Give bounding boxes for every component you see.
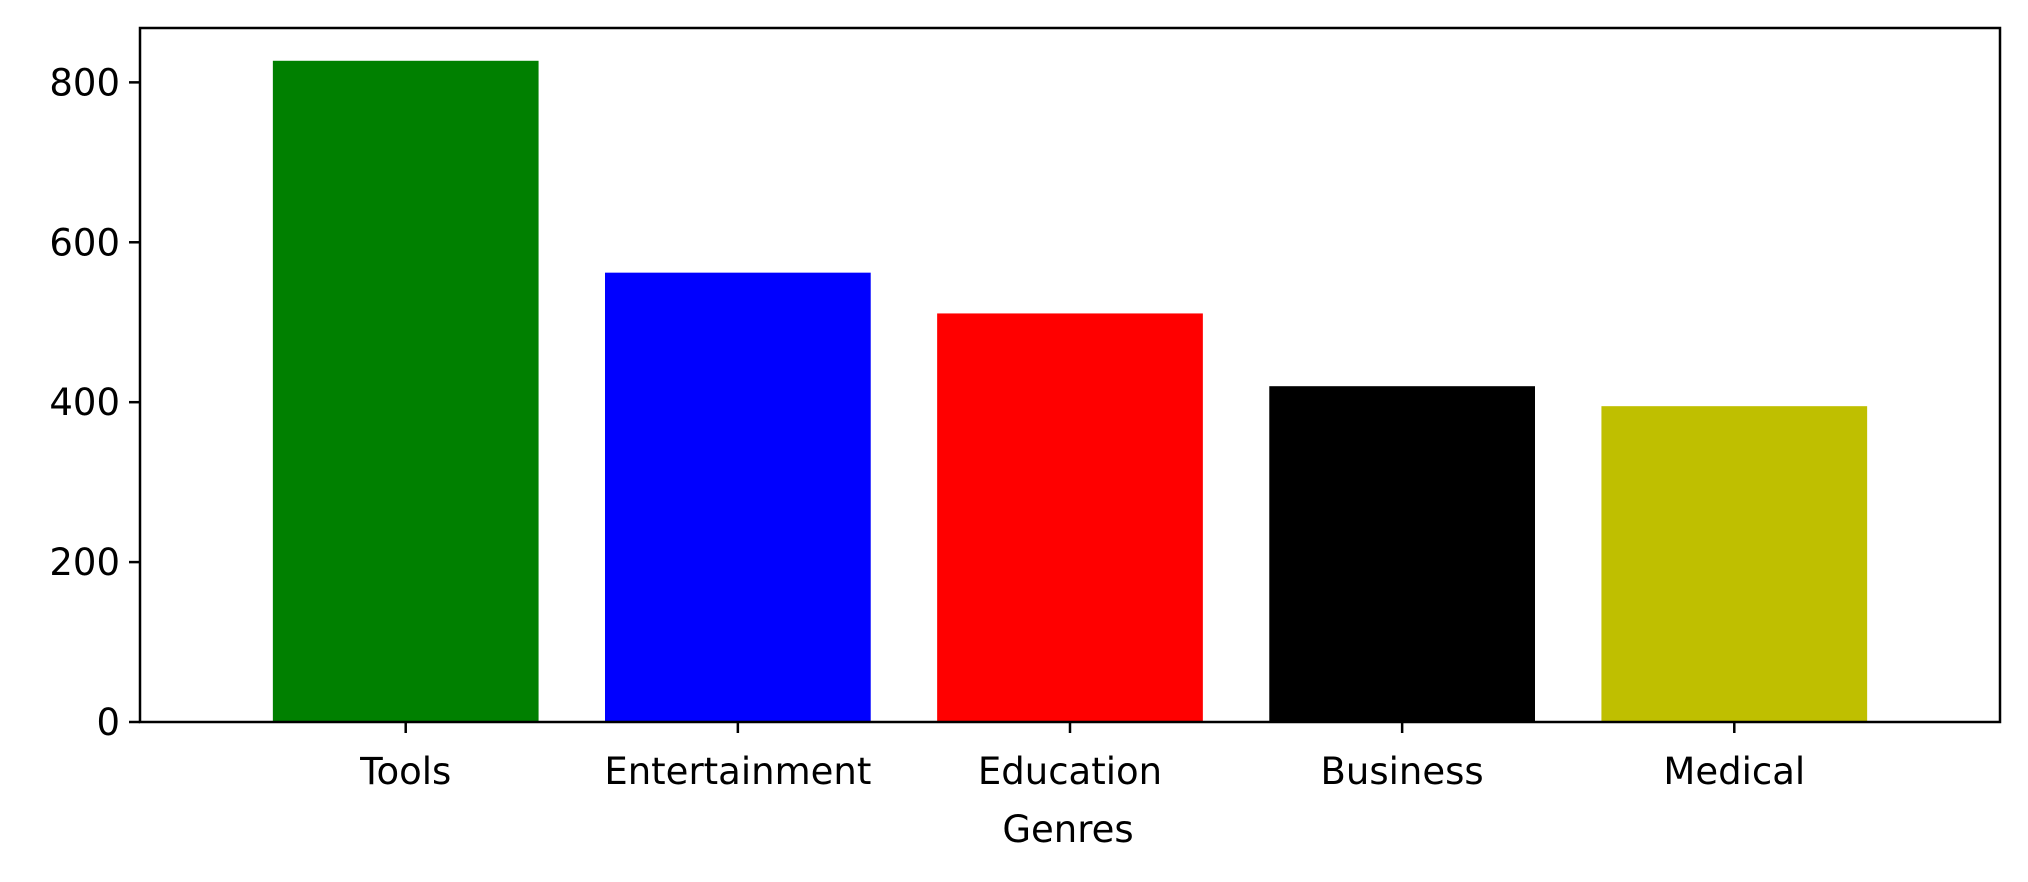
y-tick-label: 600: [49, 221, 120, 264]
bars-group: [272, 60, 1868, 722]
y-tick-label: 800: [49, 61, 120, 104]
bar-tools: [272, 60, 539, 722]
x-tick-label: Business: [1321, 750, 1484, 793]
x-tick-label: Medical: [1663, 750, 1805, 793]
bar-business: [1269, 386, 1535, 722]
x-axis-label: Genres: [1002, 808, 1133, 851]
bar-education: [937, 313, 1203, 722]
x-tick-label: Education: [978, 750, 1162, 793]
x-tick-label: Entertainment: [604, 750, 871, 793]
x-tick-label: Tools: [359, 750, 451, 793]
y-tick-label: 200: [49, 541, 120, 584]
y-axis: 0 200 400 600 800: [49, 61, 140, 744]
y-tick-label: 400: [49, 381, 120, 424]
bar-entertainment: [605, 272, 871, 722]
bar-medical: [1601, 406, 1868, 722]
x-axis: Tools Entertainment Education Business Medic…: [359, 722, 1805, 793]
y-tick-label: 0: [96, 701, 120, 744]
